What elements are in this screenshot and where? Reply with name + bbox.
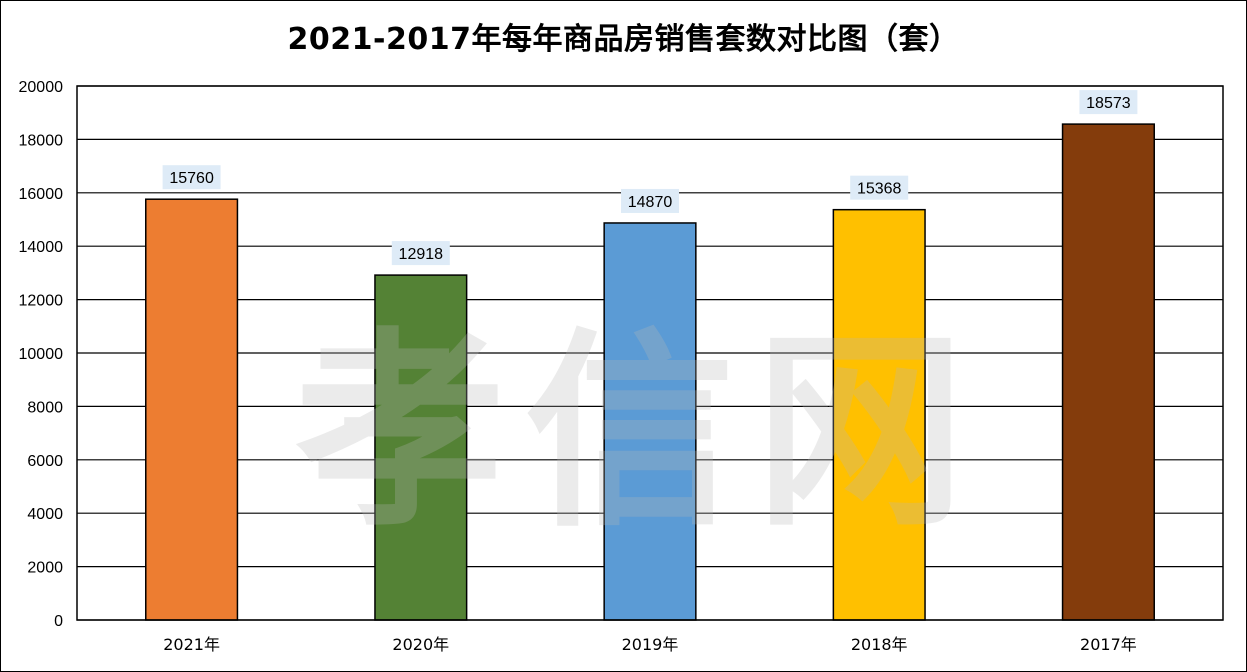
x-axis-ticks: 2021年 2020年 2019年 2018年 2017年 [163, 635, 1137, 654]
y-tick-label: 16000 [19, 186, 64, 203]
x-tick-label: 2020年 [392, 635, 449, 654]
y-tick-label: 12000 [19, 293, 64, 310]
bar [603, 222, 697, 621]
x-tick-label: 2017年 [1080, 635, 1137, 654]
y-tick-label: 18000 [19, 132, 64, 149]
bar [832, 208, 926, 621]
y-tick-label: 20000 [19, 79, 64, 96]
data-label: 12918 [399, 246, 444, 263]
bars [145, 123, 1155, 621]
data-label: 18573 [1086, 95, 1131, 112]
x-tick-label: 2018年 [851, 635, 908, 654]
y-tick-label: 4000 [27, 506, 63, 523]
y-tick-label: 6000 [27, 453, 63, 470]
data-label-box [621, 188, 679, 213]
bar [374, 274, 468, 621]
data-label-box [1079, 90, 1138, 115]
data-label: 15760 [169, 170, 214, 187]
data-labels: 15760 12918 14870 15368 18573 [162, 90, 1138, 266]
bar [145, 198, 239, 621]
y-tick-label: 0 [54, 613, 63, 630]
x-tick-label: 2021年 [163, 635, 220, 654]
watermark: 孝信网 [295, 310, 985, 555]
y-tick-label: 2000 [27, 560, 63, 577]
y-axis-ticks: 0 2000 4000 6000 8000 10000 12000 14000 16000 180… [19, 79, 64, 630]
plot-area-border [76, 85, 1224, 621]
chart-title: 2021-2017年每年商品房销售套数对比图（套） [287, 22, 960, 57]
data-label-box [391, 241, 450, 266]
bar [1061, 123, 1155, 621]
data-label-box [162, 165, 221, 190]
data-label: 15368 [857, 181, 902, 198]
y-tick-label: 10000 [19, 346, 64, 363]
x-tick-label: 2019年 [622, 635, 679, 654]
data-label-box [850, 175, 909, 200]
y-tick-label: 8000 [27, 399, 63, 416]
y-tick-label: 14000 [19, 239, 64, 256]
data-label: 14870 [628, 194, 673, 211]
